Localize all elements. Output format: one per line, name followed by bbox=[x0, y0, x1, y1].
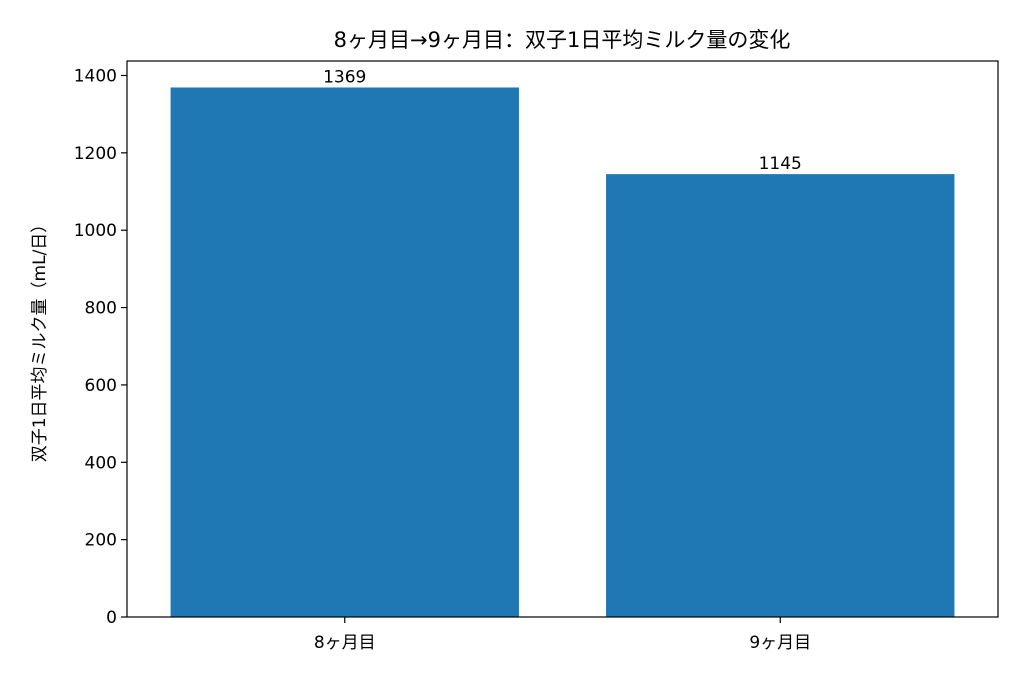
y-tick-label: 600 bbox=[85, 376, 117, 396]
chart-title: 8ヶ月目→9ヶ月目：双子1日平均ミルク量の変化 bbox=[334, 28, 791, 52]
y-axis-label: 双子1日平均ミルク量（mL/日） bbox=[30, 216, 50, 463]
bar-2 bbox=[606, 174, 955, 617]
y-tick-label: 800 bbox=[85, 299, 117, 319]
y-tick-label: 0 bbox=[106, 608, 117, 628]
y-tick-label: 1000 bbox=[74, 221, 117, 241]
y-tick-label: 400 bbox=[85, 453, 117, 473]
y-tick-label: 1200 bbox=[74, 144, 117, 164]
plot-frame bbox=[126, 60, 999, 618]
data-label-2: 1145 bbox=[759, 154, 802, 174]
x-tick-label: 8ヶ月目 bbox=[314, 633, 376, 653]
x-tick-label: 9ヶ月目 bbox=[749, 633, 811, 653]
data-label-1: 1369 bbox=[323, 67, 366, 87]
bar-1 bbox=[170, 87, 519, 617]
y-tick-label: 1400 bbox=[74, 66, 117, 86]
y-tick-label: 200 bbox=[85, 531, 117, 551]
